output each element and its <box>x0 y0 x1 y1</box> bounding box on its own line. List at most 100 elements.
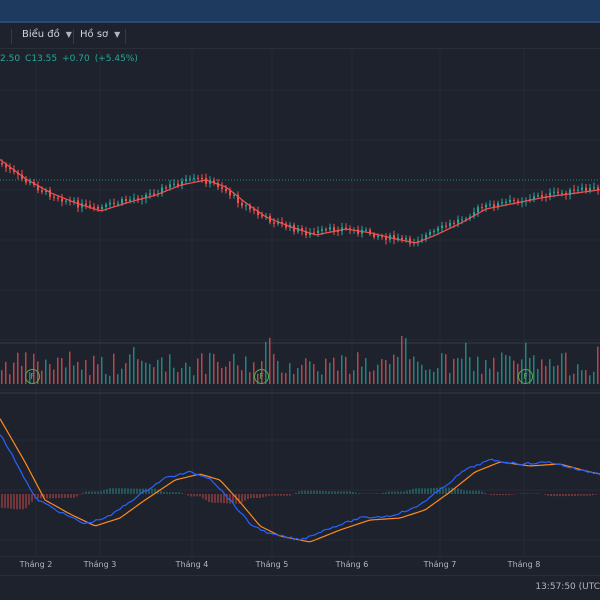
volume-bar <box>77 361 79 384</box>
volume-bar <box>469 357 471 384</box>
volume-bar <box>449 373 451 384</box>
volume-bar <box>377 364 379 384</box>
candle-body <box>581 187 583 190</box>
candle-body <box>573 189 575 191</box>
volume-bar <box>281 372 283 384</box>
candle-body <box>185 179 187 182</box>
event-marker-icon[interactable]: F <box>518 369 533 384</box>
candle-body <box>377 235 379 238</box>
candle-body <box>405 238 407 240</box>
volume-bar <box>117 374 119 384</box>
volume-bar <box>293 374 295 384</box>
candle-body <box>369 229 371 235</box>
volume-bar <box>573 373 575 384</box>
volume-bar <box>473 370 475 384</box>
volume-bar <box>433 371 435 384</box>
volume-bar <box>157 359 159 384</box>
clock-readout[interactable]: 13:57:50 (UTC <box>535 582 600 592</box>
volume-bar <box>401 335 403 384</box>
volume-bar <box>153 367 155 384</box>
volume-bar <box>405 338 407 384</box>
ohlc-legend: 2.50 C13.55 +0.70 (+5.45%) <box>0 54 138 64</box>
volume-bar <box>497 371 499 384</box>
candle-body <box>577 189 579 191</box>
candle-body <box>593 187 595 189</box>
volume-bar <box>225 366 227 384</box>
legend-close-value: 13.55 <box>31 54 58 64</box>
time-axis[interactable]: Tháng 2 Tháng 3 Tháng 4 Tháng 5 Tháng 6 … <box>0 556 600 575</box>
volume-bar <box>25 352 27 384</box>
volume-bar <box>557 365 559 384</box>
volume-bar <box>269 337 271 384</box>
volume-bar <box>453 358 455 384</box>
candle-body <box>133 198 135 200</box>
volume-bar <box>209 352 211 384</box>
candle-body <box>425 234 427 239</box>
volume-bar <box>165 371 167 384</box>
volume-bar <box>113 353 115 384</box>
toolbar-separator <box>125 29 126 44</box>
volume-bar <box>345 356 347 384</box>
volume-bar <box>69 351 71 384</box>
event-marker-icon[interactable]: F <box>25 369 40 384</box>
volume-bar <box>49 364 51 384</box>
volume-bar <box>241 370 243 384</box>
candle-body <box>313 232 315 234</box>
time-axis-label: Tháng 3 <box>83 560 117 569</box>
volume-bar <box>9 374 11 384</box>
volume-bar <box>233 353 235 384</box>
volume-bar <box>33 353 35 384</box>
volume-bar <box>525 342 527 384</box>
volume-bar <box>1 370 3 384</box>
chart-menu-button[interactable]: Biểu đồ ▼ <box>22 29 72 40</box>
candlestick-series <box>1 159 599 247</box>
volume-bar <box>285 373 287 384</box>
volume-bar <box>81 369 83 384</box>
candle-body <box>585 187 587 191</box>
candle-body <box>161 187 163 194</box>
time-axis-label: Tháng 8 <box>507 560 541 569</box>
chart-toolbar: Biểu đồ ▼ Hồ sơ ▼ <box>0 25 600 49</box>
candle-body <box>393 235 395 240</box>
volume-bar <box>341 355 343 384</box>
volume-bar <box>301 364 303 384</box>
candle-body <box>1 163 3 165</box>
profile-menu-button[interactable]: Hồ sơ ▼ <box>80 29 120 40</box>
volume-bar <box>193 375 195 384</box>
candle-body <box>101 206 103 210</box>
candle-body <box>477 206 479 213</box>
volume-bar <box>177 372 179 384</box>
volume-bar <box>217 361 219 384</box>
volume-bar <box>337 370 339 384</box>
candle-body <box>181 181 183 186</box>
volume-bar <box>109 375 111 384</box>
candle-body <box>509 199 511 202</box>
volume-bar <box>141 360 143 384</box>
volume-bar <box>505 355 507 384</box>
candle-body <box>533 196 535 200</box>
profile-menu-label: Hồ sơ <box>80 29 109 40</box>
candle-body <box>385 236 387 240</box>
candle-body <box>49 189 51 197</box>
volume-bar <box>317 371 319 384</box>
candle-body <box>149 193 151 195</box>
volume-bar <box>457 357 459 384</box>
volume-bar <box>489 368 491 384</box>
chart-grid <box>0 50 600 556</box>
volume-bar <box>329 362 331 384</box>
candle-body <box>65 200 67 202</box>
candle-body <box>9 167 11 170</box>
volume-bar <box>541 359 543 384</box>
candle-body <box>193 177 195 179</box>
event-marker-icon[interactable]: F <box>254 369 269 384</box>
candle-body <box>597 187 599 190</box>
candle-body <box>433 231 435 233</box>
candle-body <box>561 192 563 194</box>
volume-bar <box>389 363 391 384</box>
chart-canvas[interactable] <box>0 50 600 556</box>
candle-body <box>221 187 223 189</box>
volume-bar <box>313 364 315 384</box>
candle-body <box>417 240 419 243</box>
volume-bar <box>185 362 187 384</box>
candle-body <box>325 229 327 231</box>
